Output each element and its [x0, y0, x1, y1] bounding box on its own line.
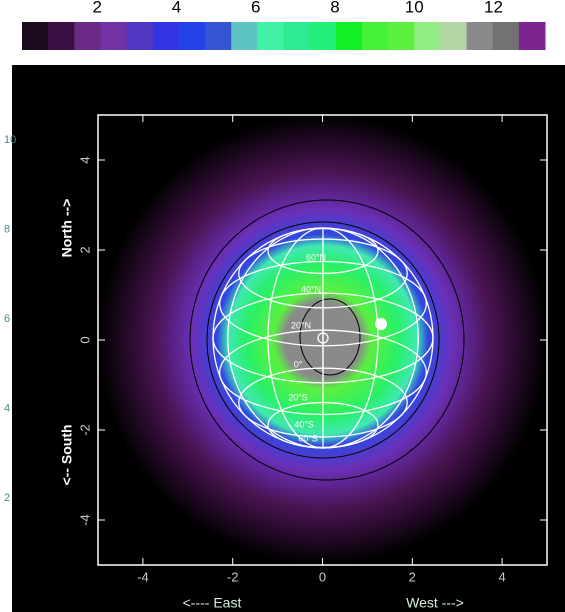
latitude-label: 40°S — [294, 419, 314, 429]
latitude-label: 0° — [294, 359, 303, 369]
globe-grid — [212, 227, 434, 449]
latitude-label: 60°N — [306, 252, 326, 262]
colorbar-segment — [283, 22, 311, 50]
colorbar-segment — [518, 22, 546, 50]
x-label-right: West ---> — [406, 595, 464, 611]
x-label-left: <---- East — [183, 595, 242, 611]
colorbar-tick-label: 2 — [93, 0, 102, 16]
y-tick-label: -2 — [77, 424, 92, 436]
y-label-top: North --> — [59, 199, 75, 258]
colorbar-tick-label: 4 — [172, 0, 181, 16]
colorbar-segment — [152, 22, 180, 50]
x-tick-label: 4 — [498, 569, 505, 584]
satellite-dot — [375, 318, 387, 330]
colorbar-segment — [126, 22, 154, 50]
x-tick-label: -4 — [137, 569, 149, 584]
y2-tick-label: 2 — [4, 492, 10, 504]
x-tick-label: -2 — [227, 569, 239, 584]
colorbar-segment — [492, 22, 520, 50]
y-tick-label: 2 — [77, 246, 92, 253]
latitude-label: 20°S — [288, 392, 308, 402]
colorbar-segment — [309, 22, 337, 50]
colorbar-tick-label: 8 — [330, 0, 339, 16]
colorbar-tick-label: 12 — [484, 0, 503, 16]
colorbar-segment — [440, 22, 468, 50]
colorbar-segment — [361, 22, 389, 50]
colorbar-segment — [231, 22, 258, 50]
y2-tick-label: 6 — [4, 313, 10, 325]
colorbar-segment — [414, 22, 441, 50]
latitude-label: 40°N — [301, 284, 321, 294]
colorbar-segment — [205, 22, 232, 50]
colorbar-segment — [257, 22, 284, 50]
y-label-bottom: <-- South — [59, 424, 75, 485]
colorbar-segment — [335, 22, 363, 50]
colorbar-segment — [466, 22, 494, 50]
colorbar-segment — [388, 22, 415, 50]
colorbar-segment — [22, 22, 49, 50]
y2-tick-label: 10 — [4, 134, 16, 146]
colorbar-segment — [48, 22, 75, 50]
colorbar-segment — [74, 22, 101, 50]
y2-tick-label: 8 — [4, 223, 10, 235]
y-tick-label: 0 — [77, 336, 92, 343]
center-marker — [317, 332, 329, 344]
x-tick-label: 2 — [409, 569, 416, 584]
y-tick-label: -4 — [77, 514, 92, 526]
contours — [189, 199, 465, 481]
meridian-line — [227, 227, 419, 449]
colorbar-segment — [100, 22, 128, 50]
x-tick-label: 0 — [319, 569, 326, 584]
colorbar-segment — [178, 22, 206, 50]
colorbar-tick-label: 10 — [405, 0, 424, 16]
colorbar-tick-label: 6 — [251, 0, 260, 16]
y-tick-label: 4 — [77, 156, 92, 163]
latitude-label: 60°S — [298, 433, 318, 443]
latitude-label: 20°N — [291, 320, 311, 330]
y2-tick-label: 4 — [4, 402, 10, 414]
